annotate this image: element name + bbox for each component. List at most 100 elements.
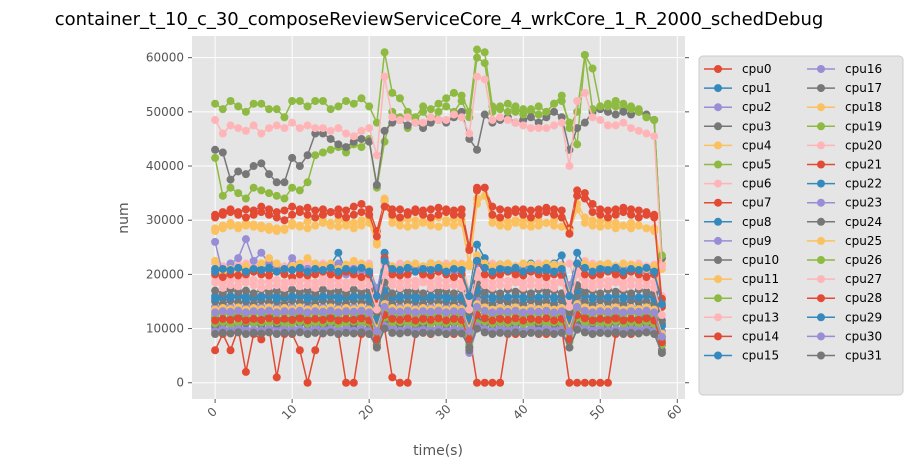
data-point [280,328,289,337]
data-point [334,102,343,111]
data-point [357,282,366,291]
legend-item-cpu2: cpu2 [704,100,771,114]
data-point [318,124,327,133]
legend-swatch-marker [817,217,825,226]
data-point [573,248,582,257]
data-point [357,143,366,152]
data-point [419,102,428,111]
data-point [272,267,281,276]
data-point [550,221,559,230]
data-point [303,329,312,338]
y-tick-label: 30000 [146,213,184,227]
data-point [657,300,666,309]
data-point [449,328,458,337]
data-point [496,378,505,387]
data-point [634,266,643,275]
series-cpu30 [211,302,666,341]
data-point [211,213,220,222]
data-point [434,287,443,296]
series-cpu20 [211,72,666,271]
data-point [650,227,659,236]
data-point [457,210,466,219]
y-tick-label: 60000 [146,51,184,65]
data-point [603,102,612,111]
data-point [434,328,443,337]
data-point [349,99,358,108]
data-point [588,378,597,387]
data-point [488,378,497,387]
data-point [288,278,297,287]
data-point [442,102,451,111]
legend: cpu0 cpu1 cpu2 cpu3 cpu4 cpu5 cpu6 cpu7 cpu8 cpu9… [698,55,904,396]
series-cpu21 [211,183,666,311]
data-point [542,218,551,227]
data-point [318,218,327,227]
legend-label: cpu30 [845,329,882,343]
data-point [627,210,636,219]
data-point [365,329,374,338]
data-point [534,221,543,230]
legend-swatch-marker [817,294,825,303]
data-point [557,222,566,231]
data-point [234,210,243,219]
data-point [349,202,358,211]
data-point [426,259,435,268]
data-point [349,266,358,275]
data-point [388,328,397,337]
data-point [419,328,428,337]
data-point [619,208,628,217]
data-point [557,278,566,287]
data-point [226,97,235,106]
data-point [596,210,605,219]
data-point [511,328,520,337]
data-point [342,283,351,292]
data-point [342,143,351,152]
legend-swatch-marker [714,275,722,284]
data-point [234,306,243,315]
data-point [634,282,643,291]
data-point [326,126,335,135]
data-point [311,97,320,106]
data-point [318,266,327,275]
data-point [388,218,397,227]
data-point [419,118,428,127]
data-point [234,254,243,263]
data-point [473,145,482,154]
data-point [426,113,435,122]
data-point [511,287,520,296]
data-point [388,307,397,316]
data-point [257,315,266,324]
data-point [326,134,335,143]
data-point [257,266,266,275]
data-point [380,126,389,135]
data-point [326,328,335,337]
data-point [442,115,451,124]
data-point [349,315,358,324]
data-point [550,260,559,269]
data-point [573,107,582,116]
data-point [349,293,358,302]
data-point [596,307,605,316]
legend-item-cpu1: cpu1 [704,81,771,95]
data-point [372,180,381,189]
data-point [241,316,250,325]
data-point [318,210,327,219]
data-point [596,222,605,231]
data-point [265,170,274,179]
data-point [349,256,358,265]
data-point [457,283,466,292]
data-point [403,113,412,122]
legend-swatch-marker [714,141,722,150]
data-point [411,308,420,317]
data-point [627,264,636,273]
data-point [442,308,451,317]
data-point [496,281,505,290]
data-point [457,307,466,316]
data-point [249,183,258,192]
data-point [342,129,351,138]
data-point [542,208,551,217]
data-point [280,283,289,292]
data-point [218,129,227,138]
data-point [288,254,297,263]
